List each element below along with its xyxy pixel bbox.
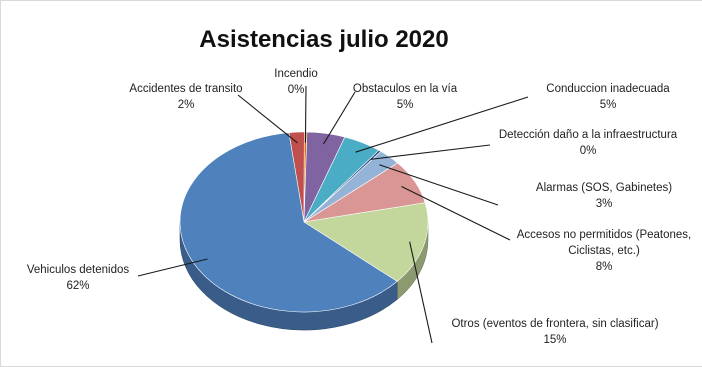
leader-line (237, 94, 298, 144)
leader-line (409, 241, 433, 344)
leader-lines (137, 85, 529, 344)
slice-label: Accesos no permitidos (Peatones, Ciclista… (517, 229, 692, 273)
chart-title: Asistencias julio 2020 (199, 26, 448, 53)
slice-label: Vehiculos detenidos 62% (27, 264, 130, 292)
pie-slice (179, 132, 398, 313)
leader-line (323, 91, 356, 145)
leader-line (401, 185, 511, 241)
leader-line (304, 85, 307, 143)
leader-line (379, 164, 499, 206)
slice-label: Incendio 0% (274, 68, 317, 96)
slice-label: Otros (eventos de frontera, sin clasific… (451, 318, 658, 346)
pie-slices (179, 131, 429, 313)
leader-line (355, 96, 529, 153)
slice-label: Obstaculos en la vía 5% (353, 83, 458, 111)
data-labels: Accidentes de transito 2% Incendio 0% Obstac… (27, 68, 691, 346)
leader-line (137, 258, 208, 277)
slice-label: Conduccion inadecuada 5% (546, 83, 670, 111)
pie-slice (303, 202, 429, 282)
slice-label: Accidentes de transito 2% (129, 83, 242, 111)
slice-label: Detección daño a la infraestructura 0% (499, 129, 678, 157)
leader-line (370, 144, 491, 160)
slice-label: Alarmas (SOS, Gabinetes) 3% (536, 182, 672, 210)
